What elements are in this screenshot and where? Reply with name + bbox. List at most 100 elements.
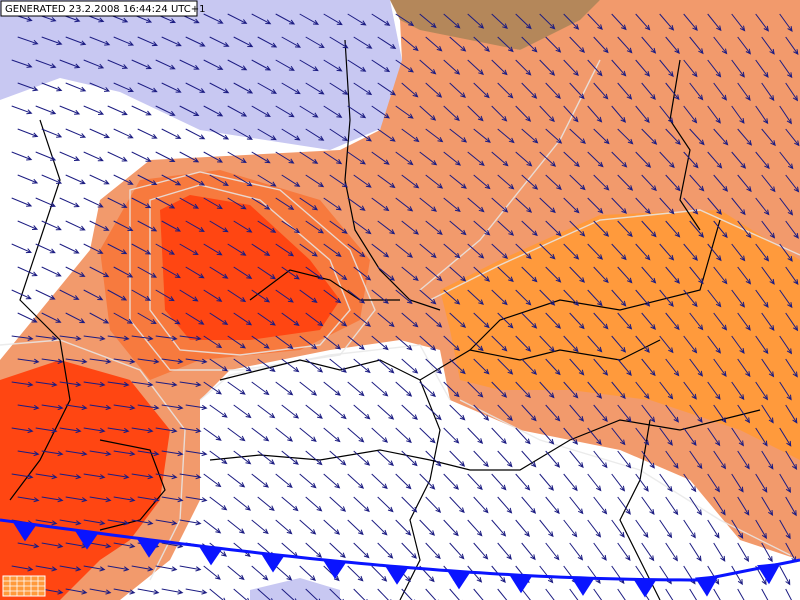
wind-arrow (515, 13, 532, 30)
wind-arrow (593, 496, 608, 515)
wind-arrow (275, 197, 295, 211)
wind-arrow (59, 105, 81, 115)
wind-arrow (305, 588, 321, 600)
wind-arrow (491, 105, 508, 122)
wind-arrow (467, 381, 484, 398)
wind-arrow (329, 312, 348, 327)
wind-arrow (155, 151, 176, 163)
wind-arrow (329, 358, 347, 373)
wind-arrow (17, 312, 38, 323)
wind-arrow (779, 427, 792, 447)
wind-arrow (353, 358, 371, 374)
wind-arrow (563, 381, 579, 399)
wind-arrow (137, 588, 160, 595)
cold-region (0, 0, 402, 150)
wind-arrow (401, 496, 418, 513)
wind-arrow (419, 59, 437, 75)
wind-arrow (203, 427, 222, 441)
wind-arrow (281, 36, 302, 48)
wind-arrow (17, 36, 39, 45)
wind-arrow (713, 450, 727, 470)
wind-arrow (323, 473, 341, 489)
wind-arrow (659, 519, 673, 539)
wind-arrow (635, 335, 650, 353)
wind-arrow (305, 36, 325, 49)
wind-arrow (275, 519, 293, 535)
wind-arrow (305, 496, 323, 512)
wind-arrow (305, 450, 323, 466)
wind-arrow (587, 243, 604, 260)
wind-arrow (131, 565, 154, 572)
wind-arrow (491, 151, 509, 167)
wind-arrow (185, 128, 206, 140)
wind-arrow (737, 36, 751, 55)
wind-arrow (89, 588, 112, 595)
wind-arrow (395, 197, 414, 212)
wind-arrow (683, 13, 698, 31)
wind-arrow (401, 266, 419, 282)
wind-arrow (515, 473, 531, 491)
wind-arrow (611, 427, 626, 446)
wind-arrow (203, 151, 223, 163)
wind-arrow (179, 243, 199, 256)
wind-arrow (545, 358, 561, 376)
wind-arrow (761, 588, 769, 600)
wind-arrow (419, 197, 438, 212)
wind-arrow (707, 197, 722, 215)
wind-arrow (107, 381, 130, 387)
wind-arrow (545, 312, 562, 329)
wind-arrow (401, 312, 419, 328)
wind-arrow (443, 335, 460, 351)
wind-arrow (665, 220, 681, 238)
wind-arrow (467, 335, 484, 352)
wind-arrow (107, 105, 128, 116)
wind-arrow (209, 450, 228, 465)
wind-arrow (203, 565, 221, 580)
wind-arrow (449, 266, 467, 282)
wind-arrow (131, 289, 152, 301)
wind-arrow (443, 519, 459, 537)
contour (0, 339, 186, 581)
wind-arrow (449, 82, 466, 98)
wind-arrow (113, 266, 134, 278)
wind-arrow (11, 335, 34, 341)
front-triangle (695, 575, 719, 597)
wind-arrow (665, 358, 680, 377)
wind-arrow (161, 404, 184, 411)
cold-region (250, 578, 340, 600)
wind-arrow (761, 542, 773, 563)
wind-arrow (161, 36, 182, 47)
wind-arrow (419, 13, 437, 29)
border (249, 269, 400, 301)
wind-arrow (563, 473, 578, 492)
wind-arrow (497, 358, 514, 375)
wind-arrow (89, 266, 110, 278)
wind-arrow (473, 588, 484, 600)
wind-arrow (779, 151, 794, 170)
wind-arrow (587, 427, 602, 446)
wind-arrow (539, 59, 556, 76)
wind-arrow (587, 197, 604, 214)
wind-arrow (569, 358, 585, 376)
wind-arrow (515, 289, 532, 306)
wind-arrow (323, 335, 342, 350)
wind-arrow (659, 381, 674, 400)
wind-arrow (227, 519, 246, 534)
wind-arrow (425, 128, 444, 143)
wind-arrow (683, 197, 699, 215)
wind-arrow (521, 496, 537, 514)
wind-arrow (755, 335, 769, 355)
contour (459, 399, 791, 556)
wind-arrow (641, 82, 656, 100)
wind-arrow (425, 542, 441, 560)
wind-arrow (377, 312, 395, 328)
wind-arrow (665, 404, 679, 423)
wind-arrow (689, 220, 705, 238)
wind-arrow (443, 381, 460, 398)
wind-arrow (587, 151, 604, 168)
front-triangle (509, 574, 533, 594)
wind-arrow (161, 450, 184, 457)
wind-arrow (659, 105, 674, 124)
wind-arrow (755, 427, 768, 447)
wind-arrow (449, 36, 467, 52)
